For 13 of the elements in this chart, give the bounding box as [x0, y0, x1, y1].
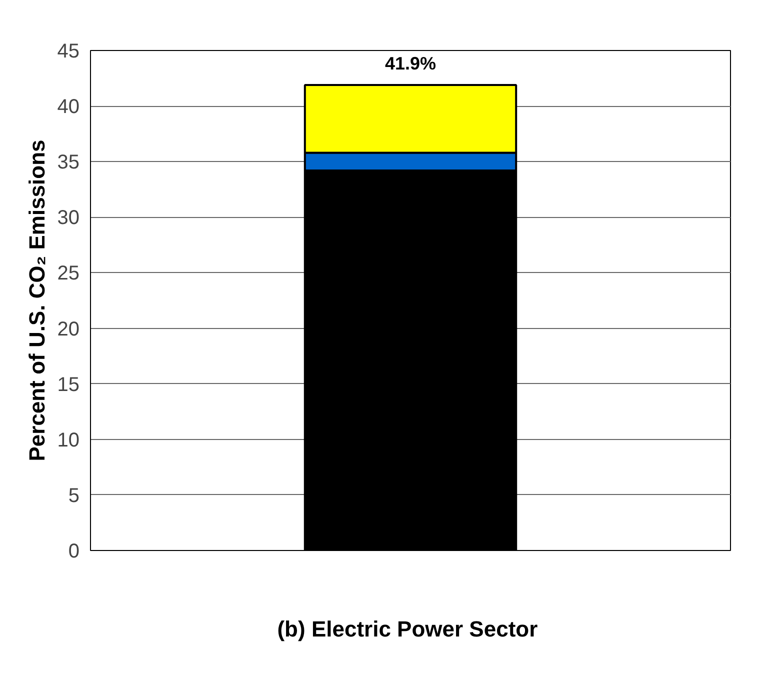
y-axis-title: Percent of U.S. CO₂ Emissions [24, 140, 50, 462]
y-tick-label: 40 [57, 96, 80, 118]
y-tick-label: 30 [57, 207, 80, 230]
total-label: 41.9% [384, 54, 436, 74]
y-tick-label: 20 [57, 318, 80, 340]
y-tick-label: 25 [57, 262, 80, 285]
y-tick-label: 45 [57, 40, 80, 62]
y-tick-label: 5 [68, 484, 80, 507]
x-axis-title: (b) Electric Power Sector [277, 616, 538, 642]
y-tick-label: 35 [57, 152, 80, 174]
y-tick-label: 15 [57, 374, 80, 396]
y-tick-label: 0 [68, 540, 80, 562]
y-tick-label: 10 [57, 429, 80, 452]
